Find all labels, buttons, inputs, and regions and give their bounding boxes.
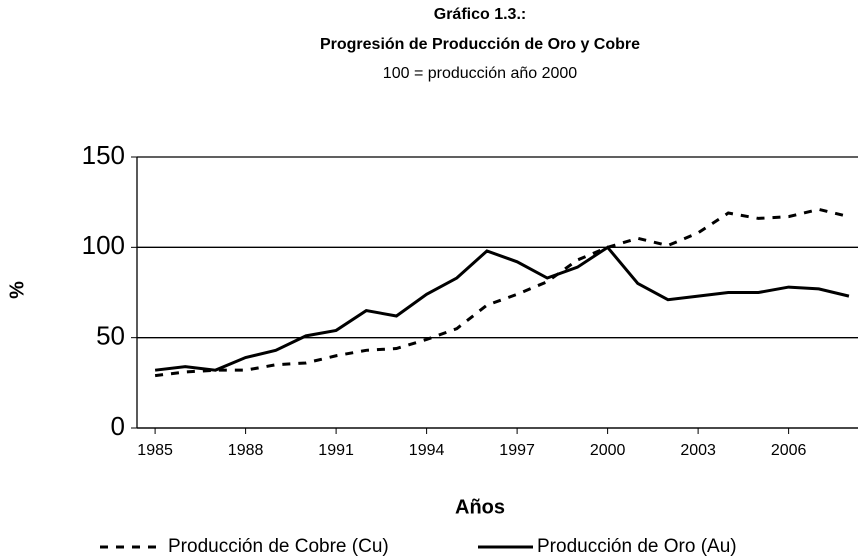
chart-note: 100 = producción año 2000 xyxy=(383,65,577,82)
x-tick-label: 2003 xyxy=(680,442,716,459)
series-line xyxy=(154,207,850,378)
series-line xyxy=(154,245,850,372)
x-tick-label: 1997 xyxy=(499,442,535,459)
x-tick-label: 1991 xyxy=(318,442,354,459)
legend-label: Producción de Cobre (Cu) xyxy=(168,536,389,557)
legend-label: Producción de Oro (Au) xyxy=(537,536,737,557)
x-tick-label: 2006 xyxy=(771,442,807,459)
x-tick-label: 1994 xyxy=(409,442,445,459)
y-tick-label: 50 xyxy=(96,321,125,351)
x-tick-label: 2000 xyxy=(590,442,626,459)
chart-subtitle: Progresión de Producción de Oro y Cobre xyxy=(320,36,640,53)
y-axis-label: % xyxy=(6,281,28,299)
x-tick-label: 1985 xyxy=(137,442,173,459)
x-tick-label: 1988 xyxy=(228,442,264,459)
y-tick-label: 100 xyxy=(82,230,125,260)
y-tick-label: 150 xyxy=(82,140,125,170)
x-axis-label: Años xyxy=(455,496,505,518)
chart-title: Gráfico 1.3.: xyxy=(434,6,526,23)
y-tick-label: 0 xyxy=(111,411,125,441)
